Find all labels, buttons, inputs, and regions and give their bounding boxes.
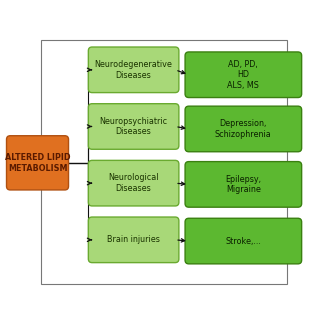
Text: Depression,
Schizophrenia: Depression, Schizophrenia	[215, 119, 272, 139]
FancyBboxPatch shape	[185, 52, 302, 98]
FancyBboxPatch shape	[88, 47, 179, 92]
FancyBboxPatch shape	[185, 218, 302, 264]
FancyBboxPatch shape	[6, 136, 68, 190]
FancyBboxPatch shape	[88, 104, 179, 149]
FancyBboxPatch shape	[88, 217, 179, 263]
Text: ALTERED LIPID
METABOLISM: ALTERED LIPID METABOLISM	[5, 153, 70, 172]
FancyBboxPatch shape	[185, 106, 302, 152]
Text: Neurodegenerative
Diseases: Neurodegenerative Diseases	[95, 60, 172, 79]
Text: Neurological
Diseases: Neurological Diseases	[108, 173, 159, 193]
Text: Stroke,...: Stroke,...	[225, 236, 261, 245]
Text: Epilepsy,
Migraine: Epilepsy, Migraine	[225, 175, 261, 194]
FancyBboxPatch shape	[88, 160, 179, 206]
FancyBboxPatch shape	[185, 162, 302, 207]
Text: Neuropsychiatric
Diseases: Neuropsychiatric Diseases	[100, 117, 168, 136]
Text: Brain injuries: Brain injuries	[107, 235, 160, 244]
Text: AD, PD,
HD
ALS, MS: AD, PD, HD ALS, MS	[228, 60, 259, 90]
